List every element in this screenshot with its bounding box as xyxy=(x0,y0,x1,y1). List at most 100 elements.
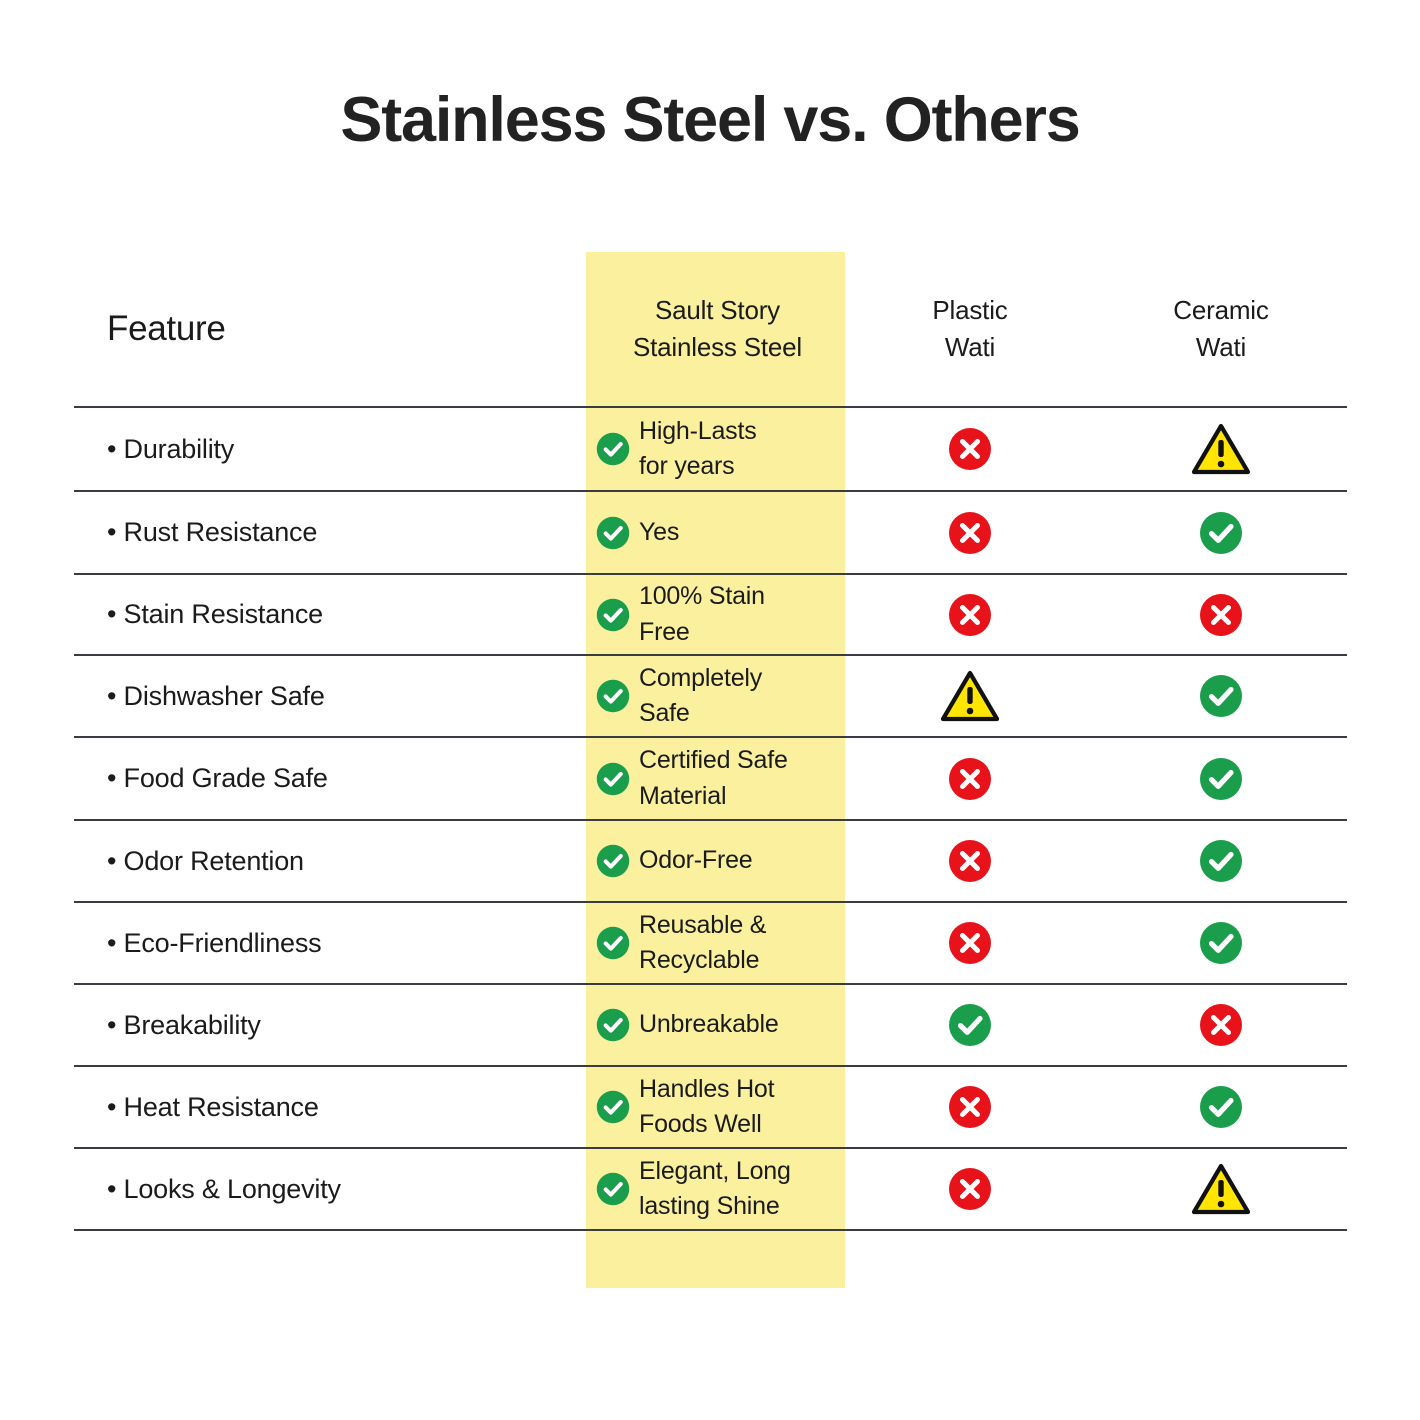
table-row: • Stain Resistance 100% Stain Free xyxy=(74,575,1347,656)
cross-icon xyxy=(948,427,992,471)
feature-cell: • Stain Resistance xyxy=(74,575,586,654)
plastic-cell xyxy=(845,903,1095,983)
feature-cell: • Odor Retention xyxy=(74,821,586,901)
plastic-cell xyxy=(845,1149,1095,1229)
feature-label: • Odor Retention xyxy=(107,845,304,876)
ceramic-cell xyxy=(1095,821,1347,901)
page-title: Stainless Steel vs. Others xyxy=(340,85,1080,155)
table-row: • Dishwasher Safe Completely Safe xyxy=(74,656,1347,738)
ceramic-cell xyxy=(1095,985,1347,1065)
feature-cell: • Looks & Longevity xyxy=(74,1149,586,1229)
main-cell-text: Yes xyxy=(639,515,679,551)
feature-cell: • Food Grade Safe xyxy=(74,738,586,819)
highlight-column-background xyxy=(586,252,845,1288)
table-row: • Durability High-Lasts for years xyxy=(74,408,1347,492)
column-header-main-line1: Sault Story xyxy=(655,295,780,326)
check-icon xyxy=(1199,757,1243,801)
ceramic-cell xyxy=(1095,903,1347,983)
feature-cell: • Eco-Friendliness xyxy=(74,903,586,983)
check-icon xyxy=(1199,674,1243,718)
cross-icon xyxy=(948,1167,992,1211)
main-cell-line2: Foods Well xyxy=(639,1110,762,1138)
plastic-cell xyxy=(845,821,1095,901)
cross-icon xyxy=(948,757,992,801)
table-body: • Durability High-Lasts for years • Rust Re… xyxy=(74,408,1347,1231)
main-cell-text: Reusable & Recyclable xyxy=(639,908,766,979)
feature-cell: • Rust Resistance xyxy=(74,492,586,573)
plastic-cell xyxy=(845,985,1095,1065)
cross-icon xyxy=(948,839,992,883)
feature-cell: • Durability xyxy=(74,408,586,490)
main-cell-line1: Reusable & xyxy=(639,910,767,939)
table-row: • Food Grade Safe Certified Safe Material xyxy=(74,738,1347,821)
check-icon xyxy=(596,926,630,960)
check-icon xyxy=(1199,839,1243,883)
check-icon xyxy=(596,432,630,466)
feature-label: • Looks & Longevity xyxy=(107,1173,341,1204)
column-header-ceramic-line1: Ceramic xyxy=(1173,295,1269,326)
check-icon xyxy=(596,1172,630,1206)
cross-icon xyxy=(1199,1003,1243,1047)
plastic-cell xyxy=(845,656,1095,736)
main-cell-line1: Unbreakable xyxy=(639,1010,779,1039)
plastic-cell xyxy=(845,1067,1095,1147)
check-icon xyxy=(948,1003,992,1047)
feature-label: • Stain Resistance xyxy=(107,599,323,629)
sault-story-cell: Elegant, Long lasting Shine xyxy=(586,1149,845,1229)
main-cell-text: High-Lasts for years xyxy=(639,414,757,485)
ceramic-cell xyxy=(1095,1067,1347,1147)
cross-icon xyxy=(1199,593,1243,637)
table-row: • Odor Retention Odor-Free xyxy=(74,821,1347,903)
check-icon xyxy=(596,1008,630,1042)
sault-story-cell: High-Lasts for years xyxy=(586,408,845,490)
main-cell-text: Odor-Free xyxy=(639,843,753,879)
main-cell-text: Handles Hot Foods Well xyxy=(639,1072,775,1143)
main-cell-line2: Material xyxy=(639,781,727,810)
check-icon xyxy=(1199,921,1243,965)
table-row: • Looks & Longevity Elegant, Long lasting … xyxy=(74,1149,1347,1231)
check-icon xyxy=(1199,1085,1243,1129)
table-row: • Eco-Friendliness Reusable & Recyclable xyxy=(74,903,1347,985)
table-row: • Heat Resistance Handles Hot Foods Well xyxy=(74,1067,1347,1149)
comparison-table: Feature Sault Story Stainless Steel Plas… xyxy=(74,252,1347,1231)
column-header-plastic: Plastic Wati xyxy=(845,252,1095,406)
feature-label: • Durability xyxy=(107,433,235,464)
column-header-main-line2: Stainless Steel xyxy=(633,332,802,362)
sault-story-cell: Yes xyxy=(586,492,845,573)
sault-story-cell: Unbreakable xyxy=(586,985,845,1065)
cross-icon xyxy=(948,593,992,637)
check-icon xyxy=(596,844,630,878)
main-cell-line1: Certified Safe xyxy=(639,746,788,774)
main-cell-line2: Recyclable xyxy=(639,946,760,974)
warning-icon xyxy=(941,670,999,722)
check-icon xyxy=(596,516,630,550)
check-icon xyxy=(1199,511,1243,555)
check-icon xyxy=(596,679,630,713)
main-cell-line1: Completely xyxy=(639,663,763,692)
table-row: • Breakability Unbreakable xyxy=(74,985,1347,1067)
check-icon xyxy=(596,598,630,632)
cross-icon xyxy=(948,921,992,965)
main-cell-text: Certified Safe Material xyxy=(639,743,788,814)
main-cell-line2: lasting Shine xyxy=(639,1192,780,1220)
warning-icon xyxy=(1192,1163,1250,1215)
main-cell-line1: Odor-Free xyxy=(639,846,753,875)
sault-story-cell: Completely Safe xyxy=(586,656,845,736)
feature-label: • Breakability xyxy=(107,1009,261,1040)
column-header-plastic-line2: Wati xyxy=(944,332,996,362)
ceramic-cell xyxy=(1095,1149,1347,1229)
plastic-cell xyxy=(845,575,1095,654)
feature-cell: • Heat Resistance xyxy=(74,1067,586,1147)
plastic-cell xyxy=(845,408,1095,490)
main-cell-line1: 100% Stain xyxy=(639,582,765,610)
main-cell-line1: Elegant, Long xyxy=(639,1156,791,1185)
warning-icon xyxy=(1192,423,1250,475)
ceramic-cell xyxy=(1095,575,1347,654)
feature-cell: • Breakability xyxy=(74,985,586,1065)
sault-story-cell: Odor-Free xyxy=(586,821,845,901)
check-icon xyxy=(596,1090,630,1124)
feature-label: • Rust Resistance xyxy=(107,517,318,547)
column-header-sault-story: Sault Story Stainless Steel xyxy=(586,252,845,406)
sault-story-cell: Handles Hot Foods Well xyxy=(586,1067,845,1147)
